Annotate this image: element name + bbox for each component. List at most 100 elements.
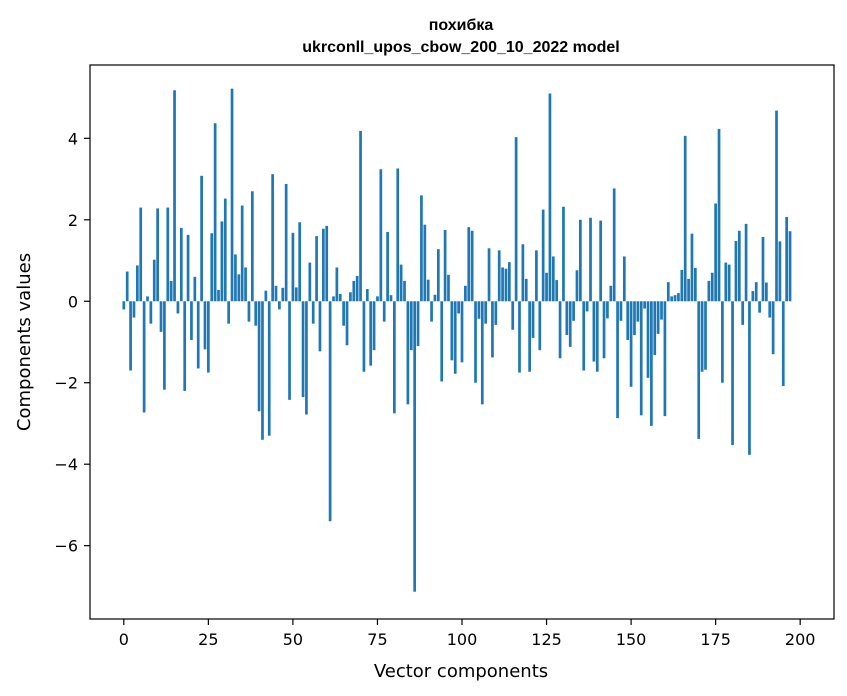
bar-53 <box>301 301 305 397</box>
bar-104 <box>474 301 477 383</box>
bar-194 <box>778 241 782 302</box>
bar-166 <box>683 135 687 302</box>
y-tick-label: −4 <box>54 455 78 474</box>
bar-135 <box>579 219 582 302</box>
bar-85 <box>409 301 413 351</box>
bar-62 <box>332 296 335 302</box>
bar-174 <box>710 272 714 302</box>
bar-157 <box>653 301 657 356</box>
bar-179 <box>727 264 731 302</box>
x-tick-label: 0 <box>119 630 129 649</box>
bar-23 <box>200 175 203 302</box>
bar-86 <box>413 301 417 592</box>
bar-147 <box>619 301 623 321</box>
chart-title: похибка <box>429 17 494 34</box>
bar-111 <box>497 250 501 302</box>
bar-91 <box>430 301 433 322</box>
x-tick-label: 50 <box>283 630 303 649</box>
bar-10 <box>156 208 159 302</box>
bar-32 <box>230 88 234 302</box>
bar-37 <box>247 301 251 322</box>
bar-129 <box>558 301 562 359</box>
bar-40 <box>257 301 261 412</box>
bar-149 <box>626 301 630 340</box>
bar-172 <box>704 301 707 370</box>
bar-131 <box>565 301 569 336</box>
bar-148 <box>622 256 626 302</box>
bar-84 <box>406 301 410 405</box>
bar-88 <box>420 195 423 302</box>
bar-27 <box>213 123 217 302</box>
y-axis-label: Components values <box>14 253 35 431</box>
bar-190 <box>765 282 768 302</box>
bar-126 <box>548 93 552 302</box>
bar-76 <box>379 169 383 302</box>
bar-156 <box>650 301 653 426</box>
bar-89 <box>423 224 427 302</box>
bar-67 <box>349 292 352 302</box>
bar-5 <box>139 207 143 302</box>
bar-14 <box>169 280 173 302</box>
y-tick-label: 0 <box>68 292 78 311</box>
bar-195 <box>781 301 785 386</box>
bar-46 <box>278 301 281 310</box>
bar-184 <box>744 223 748 302</box>
bar-182 <box>737 230 741 302</box>
bar-136 <box>582 301 586 371</box>
bar-158 <box>656 301 660 334</box>
bar-33 <box>234 254 237 302</box>
bar-169 <box>693 267 697 302</box>
bar-92 <box>433 294 437 302</box>
bar-123 <box>538 301 542 351</box>
y-axis-ticks: −6 −4 −2 0 2 4 <box>54 129 90 556</box>
bar-60 <box>325 225 329 302</box>
bar-171 <box>700 301 704 372</box>
bar-21 <box>193 276 197 302</box>
bar-3 <box>132 301 136 318</box>
bar-173 <box>707 280 711 302</box>
x-tick-label: 25 <box>198 630 218 649</box>
bar-19 <box>186 234 190 302</box>
bar-186 <box>751 291 755 302</box>
bar-73 <box>369 301 373 366</box>
bar-178 <box>724 262 728 302</box>
bar-130 <box>562 206 565 302</box>
bar-48 <box>284 183 288 302</box>
bar-183 <box>741 301 745 325</box>
bar-144 <box>609 285 613 302</box>
bar-59 <box>321 228 325 302</box>
bar-168 <box>690 233 694 302</box>
bar-9 <box>152 259 156 302</box>
bar-191 <box>768 301 772 318</box>
x-tick-label: 125 <box>531 630 562 649</box>
bar-80 <box>393 301 396 414</box>
bar-35 <box>240 205 244 302</box>
bar-109 <box>491 301 494 358</box>
bar-165 <box>680 269 684 302</box>
bar-42 <box>264 290 268 302</box>
bar-196 <box>785 216 789 302</box>
y-tick-label: −2 <box>54 374 78 393</box>
bar-55 <box>308 262 312 302</box>
bar-54 <box>305 301 308 415</box>
chart-subtitle: ukrconll_upos_cbow_200_10_2022 model <box>302 39 619 56</box>
bar-197 <box>788 231 792 302</box>
bar-52 <box>298 222 302 302</box>
bar-124 <box>541 209 545 302</box>
bar-142 <box>602 301 606 359</box>
y-tick-label: 2 <box>68 211 78 230</box>
bar-94 <box>440 301 444 382</box>
bar-181 <box>734 240 738 302</box>
bar-79 <box>389 295 393 302</box>
bar-175 <box>714 203 717 302</box>
bar-161 <box>666 282 670 302</box>
bar-56 <box>311 301 315 324</box>
bar-122 <box>535 250 538 302</box>
bar-132 <box>568 301 572 347</box>
bar-7 <box>146 296 149 302</box>
bar-127 <box>551 256 555 302</box>
bar-22 <box>196 301 200 369</box>
bar-72 <box>365 289 369 302</box>
bar-101 <box>464 285 467 302</box>
